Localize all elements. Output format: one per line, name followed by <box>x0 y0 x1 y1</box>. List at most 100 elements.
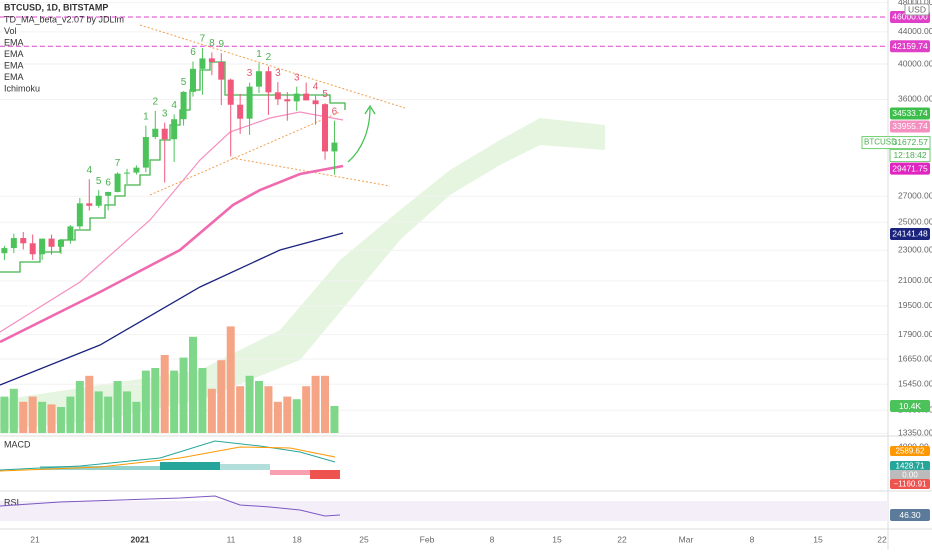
volume-bar <box>38 401 47 433</box>
macd-badge-label: −1160.91 <box>894 480 928 489</box>
td-count: 5 <box>181 77 187 88</box>
symbol-label: BTCUSD <box>864 138 897 147</box>
candle-body <box>180 91 187 120</box>
volume-bar <box>255 381 264 433</box>
td-count: 6 <box>105 177 111 188</box>
macd-badge <box>890 446 930 456</box>
price-tick-label: 40000.00 <box>898 58 932 68</box>
volume-bar <box>236 386 245 433</box>
price-tick-label: 25000.00 <box>898 216 932 226</box>
volume-bar <box>283 396 292 433</box>
rsi-band <box>0 501 888 521</box>
candles <box>1 47 338 260</box>
candle-body <box>20 238 27 244</box>
candle-body <box>161 128 168 140</box>
price-tick-label: 44000.00 <box>898 26 932 36</box>
candle-body <box>67 226 74 240</box>
candle-body <box>10 238 17 249</box>
countdown-badge <box>889 149 931 163</box>
price-badge-label: 46000.00 <box>892 12 928 22</box>
candle-body <box>303 93 310 101</box>
price-tick-label: 23000.00 <box>898 245 932 255</box>
price-badge <box>890 40 930 53</box>
macd-badge <box>890 461 930 471</box>
candle-body <box>237 104 244 119</box>
candle-body <box>29 243 36 255</box>
rsi-value: 46.30 <box>899 510 921 520</box>
macd-badge-label: 2589.62 <box>896 447 925 456</box>
price-tick-label: 15450.00 <box>898 378 932 388</box>
macd-histogram <box>40 462 340 479</box>
trendline <box>149 111 341 196</box>
time-label: 22 <box>877 534 887 544</box>
price-badge <box>890 162 930 175</box>
volume-bar <box>292 399 301 433</box>
volume-bar <box>160 355 169 433</box>
rsi-badge <box>890 509 930 521</box>
price-tick-label: 13350.00 <box>898 428 932 438</box>
macd-badge-label: 1428.71 <box>896 462 925 471</box>
last-price: 31672.57 <box>893 137 929 147</box>
ema-long <box>0 232 344 386</box>
volume-bar <box>189 336 197 433</box>
td-count: 3 <box>247 68 253 79</box>
time-label: 25 <box>359 534 369 544</box>
volume-bar <box>198 368 207 433</box>
td-count: 3 <box>162 108 168 119</box>
volume-bar <box>19 401 28 433</box>
countdown: 12:18:42 <box>893 150 926 160</box>
candle-body <box>114 173 121 192</box>
candle-body <box>284 99 291 102</box>
signal-line <box>0 446 336 472</box>
currency: USD <box>908 4 926 14</box>
macd-hist <box>310 470 340 479</box>
indicator-label: EMA <box>4 37 24 47</box>
td-count: 6 <box>332 106 338 117</box>
macd-hist <box>220 464 270 470</box>
ema-slow <box>0 164 344 344</box>
candle-body <box>218 61 225 80</box>
candle-body <box>57 239 64 247</box>
volume-bar <box>141 370 150 433</box>
volume-bar <box>207 388 216 433</box>
candle-body <box>293 93 300 102</box>
volume-bar <box>75 381 84 433</box>
candle-body <box>331 142 338 152</box>
time-label: Mar <box>679 534 694 544</box>
candle-body <box>246 86 253 119</box>
td-count: 5 <box>96 176 102 187</box>
macd-badges: 2589.62 1428.710.00−1160.91 <box>890 446 930 489</box>
indicator-label: TD_MA_beta_v2.07 by JDLim <box>4 14 124 24</box>
indicator-label: EMA <box>4 72 24 82</box>
time-label: 22 <box>617 534 627 544</box>
volume-bar <box>0 396 9 433</box>
candle-body <box>256 71 263 87</box>
volume-bar <box>94 391 103 433</box>
candle-body <box>142 137 149 168</box>
volume-bar <box>113 381 122 433</box>
volume-bar <box>226 326 235 433</box>
candle-body <box>76 203 83 227</box>
price-badge <box>890 107 930 120</box>
volume-bar <box>273 401 282 433</box>
time-label: 15 <box>813 534 823 544</box>
time-label: 11 <box>227 534 236 544</box>
time-label: 8 <box>750 534 755 544</box>
macd-badge <box>890 470 930 480</box>
td-count: 7 <box>200 34 206 45</box>
price-badge <box>890 120 930 133</box>
td-count: 4 <box>86 165 92 176</box>
rsi-line <box>0 495 341 517</box>
candle-body <box>199 58 206 69</box>
volume-bars <box>0 326 339 433</box>
candle-body <box>105 191 112 196</box>
macd-title: MACD <box>4 439 31 449</box>
volume-bar <box>179 357 188 433</box>
macd-line <box>0 440 336 471</box>
td-count: 5 <box>322 89 328 100</box>
price-badge <box>890 227 930 240</box>
td-support-line <box>0 61 346 273</box>
time-label: 15 <box>552 534 562 544</box>
price-badge-label: 24141.48 <box>892 229 928 239</box>
candle-body <box>227 79 234 105</box>
